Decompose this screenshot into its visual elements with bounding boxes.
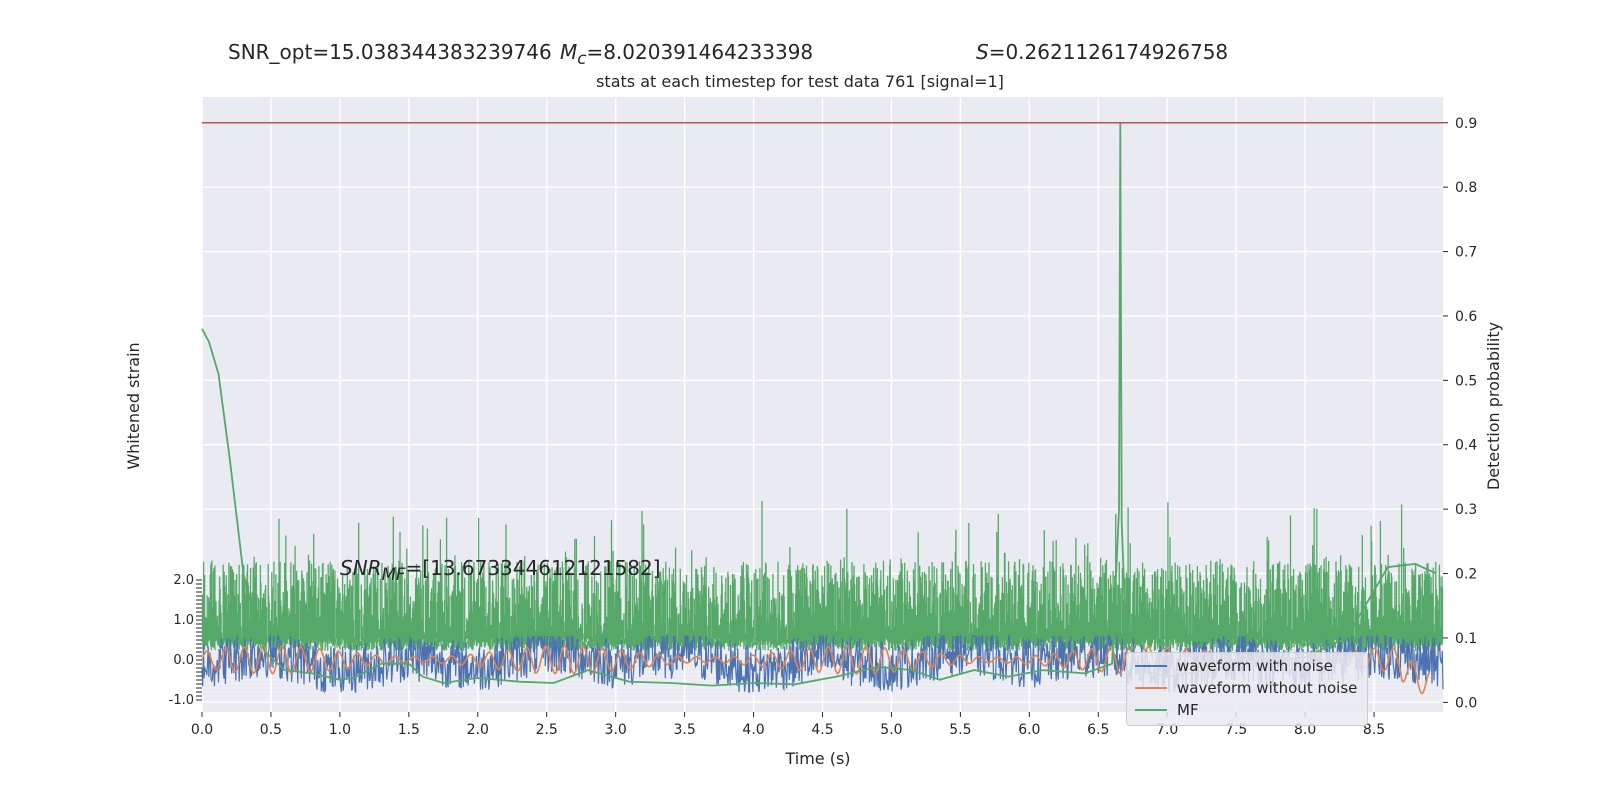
right-tick-label: 0.6 — [1455, 309, 1477, 325]
right-tick-label: 0.7 — [1455, 245, 1477, 261]
right-tick-label: 0.9 — [1455, 116, 1477, 132]
chirp-mass-subscript: c — [577, 49, 587, 68]
left-tick-label: 0.0 — [173, 653, 194, 668]
x-tick-label: 5.5 — [949, 722, 971, 738]
spin-label: S=0.2621126174926758 — [976, 40, 1228, 64]
right-axis-ticks: 0.0 0.1 0.2 0.3 0.4 0.5 0.6 0.7 0.8 0.9 — [1443, 116, 1477, 711]
snr-mf-value: =[13.673344612121582] — [405, 556, 661, 580]
right-tick-label: 0.5 — [1455, 373, 1477, 389]
x-tick-label: 5.0 — [880, 722, 902, 738]
x-tick-label: 3.5 — [673, 722, 695, 738]
x-tick-label: 0.0 — [191, 722, 213, 738]
legend-label-mf: MF — [1177, 701, 1199, 719]
x-axis-ticks: 0.0 0.5 1.0 1.5 2.0 2.5 3.0 3.5 4.0 4.5 5.0 5.5 6.0 6… — [191, 712, 1385, 738]
spin-symbol: S — [976, 40, 989, 64]
right-tick-label: 0.1 — [1455, 631, 1477, 647]
legend-label-noise: waveform with noise — [1177, 657, 1333, 675]
snr-mf-label: SNRMF=[13.673344612121582] — [340, 556, 661, 584]
x-tick-label: 6.0 — [1018, 722, 1040, 738]
right-tick-label: 0.8 — [1455, 180, 1477, 196]
legend-swatch-noise — [1135, 665, 1167, 667]
right-tick-label: 0.0 — [1455, 695, 1477, 711]
legend-item-mf: MF — [1135, 699, 1199, 721]
x-tick-label: 4.0 — [742, 722, 764, 738]
legend-swatch-clean — [1135, 687, 1167, 689]
chirp-mass-label: Mc=8.020391464233398 — [560, 40, 813, 68]
y-axis-label-right: Detection probability — [1484, 322, 1503, 490]
left-tick-label: 1.0 — [173, 613, 194, 628]
mf-noise-band — [201, 501, 1444, 651]
x-tick-label: 2.5 — [536, 722, 558, 738]
legend: waveform with noise waveform without noi… — [1126, 652, 1368, 726]
x-tick-label: 1.5 — [398, 722, 420, 738]
x-tick-label: 1.0 — [329, 722, 351, 738]
x-tick-label: 4.5 — [811, 722, 833, 738]
x-tick-label: 7.0 — [1156, 722, 1178, 738]
legend-swatch-mf — [1135, 709, 1167, 711]
left-tick-label: 2.0 — [173, 573, 194, 588]
right-tick-label: 0.3 — [1455, 502, 1477, 518]
x-tick-label: 8.5 — [1363, 722, 1385, 738]
x-axis-label: Time (s) — [784, 749, 850, 768]
legend-item-noise: waveform with noise — [1135, 655, 1333, 677]
snr-opt-label: SNR_opt=15.038344383239746 — [228, 40, 552, 64]
left-tick-label: -1.0 — [169, 693, 194, 708]
spin-value: =0.2621126174926758 — [988, 40, 1229, 64]
legend-item-clean: waveform without noise — [1135, 677, 1357, 699]
x-tick-label: 6.5 — [1087, 722, 1109, 738]
snr-mf-subscript: MF — [381, 565, 406, 584]
x-tick-label: 7.5 — [1225, 722, 1247, 738]
snr-mf-symbol: SNR — [340, 556, 382, 580]
right-tick-label: 0.2 — [1455, 567, 1477, 583]
chart-subtitle: stats at each timestep for test data 761… — [596, 72, 1004, 91]
x-tick-label: 3.0 — [605, 722, 627, 738]
x-tick-label: 0.5 — [260, 722, 282, 738]
x-tick-label: 2.0 — [467, 722, 489, 738]
chirp-mass-symbol: M — [560, 40, 578, 64]
x-tick-label: 8.0 — [1294, 722, 1316, 738]
right-tick-label: 0.4 — [1455, 438, 1477, 454]
chirp-mass-value: =8.020391464233398 — [586, 40, 814, 64]
legend-label-clean: waveform without noise — [1177, 679, 1358, 697]
y-axis-label-left: Whitened strain — [124, 342, 143, 469]
left-axis-ticks: 2.0 1.0 0.0 -1.0 — [169, 573, 202, 708]
